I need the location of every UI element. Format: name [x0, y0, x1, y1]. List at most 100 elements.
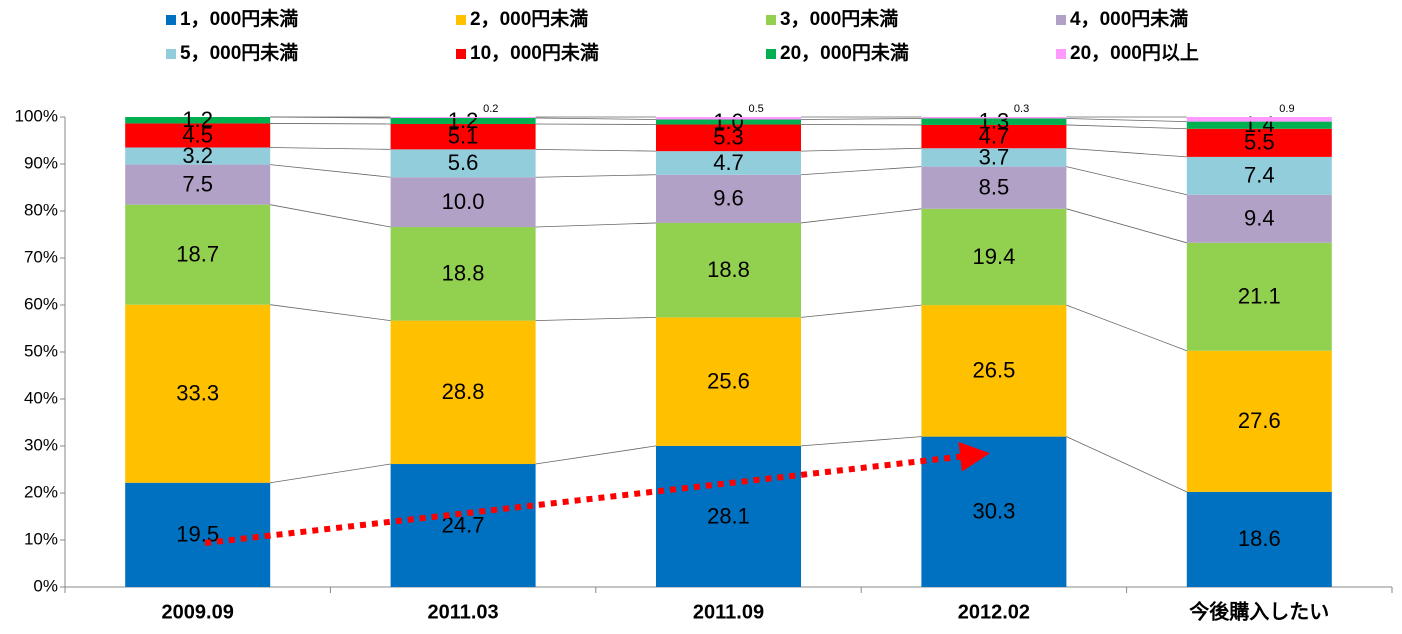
- connector: [535, 174, 657, 178]
- connector: [535, 148, 657, 152]
- legend-swatch: [166, 49, 176, 59]
- legend-label: 20，000円未満: [780, 41, 909, 64]
- bar-segment: [656, 119, 801, 125]
- legend-swatch: [1056, 15, 1066, 25]
- data-label: 5.1: [448, 123, 479, 148]
- y-tick-label: 30%: [24, 435, 58, 454]
- legend-swatch: [1056, 49, 1066, 59]
- bar-segment: [390, 117, 536, 118]
- connector: [800, 147, 922, 152]
- y-tick-label: 10%: [24, 529, 58, 548]
- bar-segment: [125, 123, 271, 148]
- data-label: 18.7: [176, 241, 219, 266]
- connector: [535, 117, 657, 120]
- data-label: 1.4: [1244, 112, 1275, 137]
- y-tick-label: 90%: [24, 153, 58, 172]
- x-tick-label: 2011.09: [693, 601, 764, 623]
- connector: [535, 123, 657, 125]
- data-label: 1.0: [713, 109, 744, 134]
- bar-segment: [1186, 117, 1332, 122]
- legend-swatch: [456, 49, 466, 59]
- data-label: 10.0: [442, 189, 485, 214]
- connector: [270, 123, 391, 125]
- bar-segment: [125, 117, 271, 124]
- bar-segment: [390, 177, 536, 228]
- connector: [535, 445, 657, 465]
- legend-label: 1，000円未満: [180, 7, 298, 30]
- bar-segment: [1186, 156, 1332, 195]
- legend-label: 5，000円未満: [180, 41, 298, 64]
- bar-segment: [390, 464, 536, 587]
- legend-swatch: [766, 15, 776, 25]
- bar-segment: [656, 124, 801, 152]
- bar-segment: [656, 174, 801, 223]
- data-label: 9.6: [713, 186, 744, 211]
- data-label: 5.3: [713, 125, 744, 150]
- data-label: 28.8: [442, 379, 485, 404]
- y-tick-label: 50%: [24, 341, 58, 360]
- data-label: 0.5: [749, 103, 764, 115]
- data-label: 5.6: [448, 150, 479, 175]
- data-label: 5.5: [1244, 130, 1275, 155]
- bar-segment: [921, 124, 1067, 149]
- connector: [800, 304, 922, 318]
- data-label: 0.2: [483, 103, 498, 115]
- bar-segment: [921, 148, 1067, 167]
- data-label: 18.8: [442, 261, 485, 286]
- x-tick-label: 2011.03: [427, 601, 498, 623]
- data-label: 25.6: [707, 368, 750, 393]
- bar-segment: [656, 317, 801, 446]
- bar-segment: [921, 436, 1067, 587]
- data-label: 0.9: [1279, 103, 1294, 115]
- bar-segment: [390, 149, 536, 178]
- bar-segment: [1186, 491, 1332, 587]
- y-tick-label: 60%: [24, 294, 58, 313]
- bar-segment: [921, 305, 1067, 437]
- data-label: 1.2: [448, 108, 479, 133]
- y-tick-label: 40%: [24, 388, 58, 407]
- connector: [1066, 147, 1187, 158]
- data-label: 21.1: [1238, 284, 1281, 309]
- bar-segment: [125, 482, 271, 587]
- data-label: 3.7: [979, 144, 1010, 169]
- data-label: 18.8: [707, 257, 750, 282]
- legend-label: 2，000円未満: [470, 7, 588, 30]
- data-label: 4.5: [182, 122, 213, 147]
- bar-segment: [125, 304, 271, 483]
- connector: [270, 164, 391, 178]
- connector: [800, 118, 922, 120]
- bar-segment: [125, 164, 271, 205]
- bar-segment: [1186, 128, 1332, 157]
- bar-segment: [921, 166, 1067, 209]
- x-tick-label: 今後購入したい: [1189, 599, 1329, 623]
- connector: [535, 316, 657, 322]
- data-label: 1.2: [182, 107, 213, 132]
- data-label: 26.5: [972, 358, 1015, 383]
- connector: [270, 304, 391, 322]
- connector: [270, 463, 391, 484]
- connector: [270, 147, 391, 150]
- bar-segment: [1186, 194, 1332, 243]
- data-label: 33.3: [176, 381, 219, 406]
- x-tick-label: 2012.02: [958, 601, 1030, 623]
- data-label: 27.6: [1238, 408, 1281, 433]
- data-label: 9.4: [1244, 206, 1275, 231]
- connector: [800, 436, 922, 447]
- connector: [1066, 124, 1187, 130]
- data-label: 19.4: [972, 244, 1015, 269]
- legend-label: 3，000円未満: [780, 7, 898, 30]
- bar-segment: [1186, 242, 1332, 351]
- bar-segment: [921, 208, 1067, 306]
- bar-segment: [656, 222, 801, 318]
- x-tick-label: 2009.09: [162, 601, 234, 623]
- y-tick-label: 100%: [15, 106, 58, 125]
- data-label: 18.6: [1238, 526, 1281, 551]
- y-tick-label: 0%: [33, 576, 58, 595]
- data-label: 19.5: [176, 522, 219, 547]
- bar-segment: [125, 147, 271, 165]
- y-tick-label: 20%: [24, 482, 58, 501]
- data-label: 7.4: [1244, 163, 1275, 188]
- connector: [1066, 436, 1187, 493]
- bar-segment: [656, 117, 801, 120]
- bar-segment: [656, 445, 801, 587]
